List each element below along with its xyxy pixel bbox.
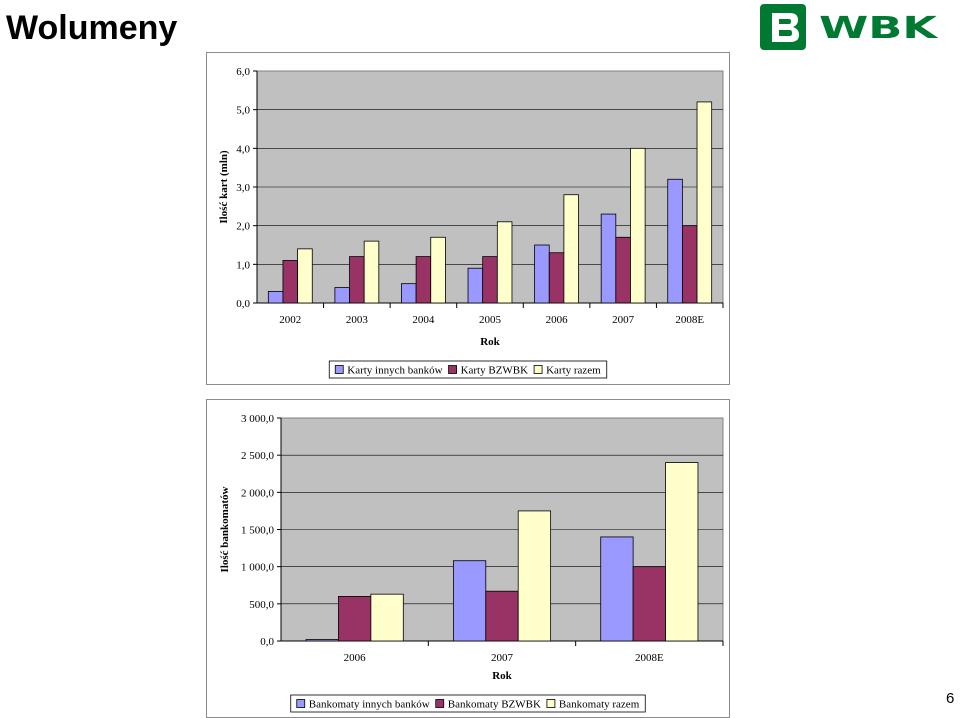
legend: Bankomaty innych banków Bankomaty BZWBK Ba… [290,694,646,713]
bar [452,560,487,642]
bar [338,595,372,642]
legend-label: Karty BZWBK [461,365,529,377]
bar [667,178,683,304]
bar [401,283,417,304]
atm-chart: 0,0 500,0 1 000,0 1 500,0 2 000,0 2 500,0 3 00… [219,413,724,713]
bar [534,244,550,304]
legend-swatch [435,699,445,708]
x-tick-label: 2005 [479,314,502,326]
bar [467,267,484,304]
y-axis-title: Ilość bankomatów [219,487,231,573]
legend-swatch [334,365,344,374]
logo-emblem-letter [772,13,799,42]
legend-box [290,694,646,713]
bar [297,248,313,304]
y-tick-label: 0,0 [260,636,274,648]
cards-chart: 0,0 1,0 2,0 3,0 4,0 5,0 6,0 2002 2003 2004 2005 200… [218,66,724,379]
y-tick-label: 4,0 [236,143,250,155]
bar [282,260,299,304]
bar [681,225,698,304]
x-tick-label: 2003 [346,314,369,326]
bar [370,593,404,642]
logo-text: WBK [819,11,940,46]
bar [267,290,284,304]
y-tick-label: 5,0 [236,105,250,117]
x-tick-label: 2007 [612,314,635,326]
bar [485,590,519,642]
legend: Karty innych banków Karty BZWBK Karty raze… [328,360,608,379]
bar [517,510,552,642]
legend-label: Karty razem [546,365,601,377]
x-tick-label: 2008E [635,652,664,664]
slide-title: Wolumeny [6,9,178,47]
x-tick-label: 2008E [675,314,704,326]
x-tick-label: 2002 [279,314,301,326]
y-tick-label: 2 000,0 [241,487,275,499]
y-tick-label: 1,0 [236,259,250,271]
y-tick-label: 2 500,0 [241,450,275,462]
bar [632,566,666,642]
x-tick-label: 2007 [491,652,514,664]
y-tick-label: 3,0 [236,182,250,194]
y-axis-title: Ilość kart (mln) [218,150,230,224]
bar [563,194,579,304]
y-tick-label: 0,0 [236,298,250,310]
y-tick-label: 500,0 [249,599,274,611]
x-axis-title: Rok [492,670,512,682]
wbk-logo: WBK [760,4,940,50]
legend-swatch [533,365,543,374]
bar [600,213,617,304]
legend-swatch [296,699,306,708]
y-tick-label: 1 000,0 [241,562,275,574]
bar [548,252,565,304]
legend-label: Bankomaty razem [559,699,640,711]
y-tick-label: 2,0 [236,221,250,233]
bar [334,287,350,304]
x-tick-label: 2006 [344,652,367,664]
legend-label: Bankomaty BZWBK [448,699,541,711]
x-axis-title: Rok [480,336,500,348]
atm-chart-panel: 0,0 500,0 1 000,0 1 500,0 2 000,0 2 500,0 3 00… [206,399,730,718]
bar [482,256,498,304]
legend-swatch [546,699,556,708]
bar [363,240,380,304]
y-tick-label: 6,0 [236,66,250,78]
x-tick-label: 2004 [412,314,435,326]
page-number: 6 [946,690,955,707]
legend-label: Karty innych banków [347,365,442,377]
legend-label: Bankomaty innych banków [309,699,430,711]
y-tick-label: 3 000,0 [241,413,275,425]
bar [305,639,339,642]
bar [430,236,446,304]
bar [415,256,432,304]
cards-chart-panel: 0,0 1,0 2,0 3,0 4,0 5,0 6,0 2002 2003 2004 2005 200… [206,52,730,385]
bar [696,101,713,304]
bar [600,536,634,642]
bar [630,147,646,304]
legend-swatch [448,365,457,374]
bar [496,221,513,304]
y-tick-label: 1 500,0 [241,525,275,537]
bar [349,256,365,304]
bar [615,236,631,304]
x-tick-label: 2006 [546,314,569,326]
bar [665,462,699,642]
